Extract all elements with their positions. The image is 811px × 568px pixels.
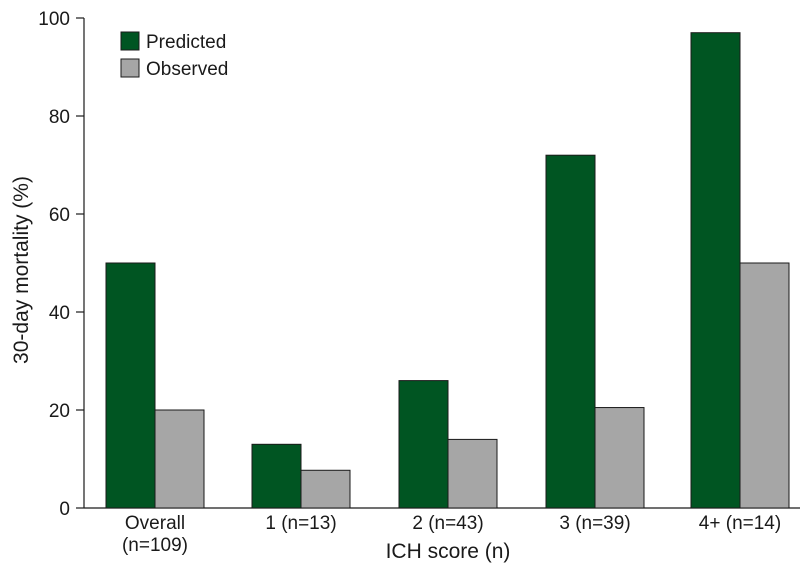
bar-observed-2 [447, 438, 498, 509]
y-tick-label: 100 [38, 9, 70, 30]
legend-swatch-predicted [120, 31, 140, 51]
bar-observed-1 [300, 469, 351, 509]
legend-label-observed: Observed [146, 59, 228, 80]
y-tick-label: 0 [59, 499, 70, 520]
x-category-label: 1 (n=13) [265, 513, 336, 534]
x-category-label: (n=109) [122, 535, 188, 556]
x-axis-title: ICH score (n) [386, 540, 511, 563]
x-category-label: Overall [125, 513, 185, 534]
bar-observed-4 [739, 262, 790, 509]
axes: 0 20 40 60 80 100 Overall(n=109) 1 (n=13) 2 (n=4… [38, 9, 800, 556]
bar-observed-0 [154, 409, 205, 509]
legend-swatch-observed [120, 58, 140, 78]
bars [105, 32, 790, 509]
bar-predicted-4 [690, 32, 741, 509]
bar-predicted-1 [251, 443, 302, 509]
y-tick-label: 80 [49, 107, 70, 128]
y-tick-label: 40 [49, 303, 70, 324]
labels: 30-day mortality (%) ICH score (n) [10, 176, 510, 563]
x-category-label: 4+ (n=14) [699, 513, 781, 534]
legend: Predicted Observed [120, 31, 228, 80]
bar-observed-3 [594, 407, 645, 509]
x-category-label: 3 (n=39) [559, 513, 630, 534]
bar-predicted-3 [545, 154, 596, 509]
legend-label-predicted: Predicted [146, 32, 226, 53]
y-axis-title: 30-day mortality (%) [10, 176, 33, 364]
x-category-label: 2 (n=43) [412, 513, 483, 534]
bar-predicted-2 [398, 380, 449, 509]
bar-predicted-0 [105, 262, 156, 509]
y-tick-label: 20 [49, 401, 70, 422]
y-tick-label: 60 [49, 205, 70, 226]
